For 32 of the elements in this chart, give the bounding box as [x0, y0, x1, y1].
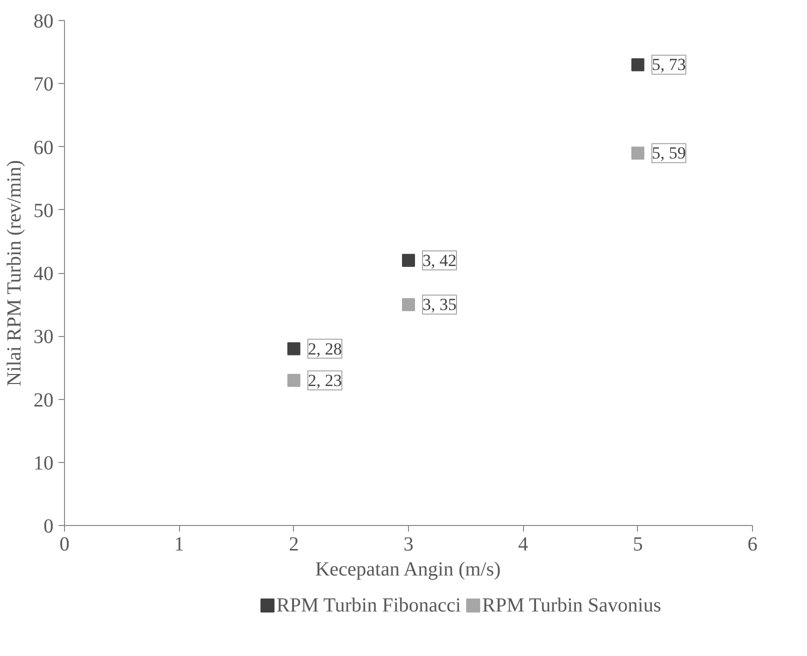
x-axis-title: Kecepatan Angin (m/s) — [315, 558, 501, 580]
data-label: 3, 42 — [422, 250, 456, 270]
point — [402, 298, 415, 312]
y-tick-label: 30 — [34, 326, 54, 348]
y-axis-title: Nilai RPM Turbin (rev/min) — [4, 160, 26, 386]
point — [631, 146, 644, 160]
y-tick-label: 80 — [34, 10, 54, 32]
x-tick-label: 4 — [518, 534, 528, 556]
data-label: 5, 59 — [652, 144, 686, 163]
x-tick-label: 0 — [60, 534, 70, 556]
legend-label: RPM Turbin Fibonacci — [276, 594, 462, 616]
x-tick-label: 3 — [404, 534, 414, 556]
data-label: 2, 28 — [308, 339, 342, 358]
point — [287, 374, 300, 387]
legend-label: RPM Turbin Savonius — [482, 594, 662, 616]
data-label: 3, 35 — [422, 295, 456, 314]
x-tick-label: 6 — [748, 534, 758, 556]
y-tick-label: 60 — [34, 136, 54, 159]
point — [402, 254, 415, 267]
y-tick-label: 20 — [34, 389, 54, 412]
x-tick-label: 2 — [288, 534, 299, 556]
y-tick-label: 50 — [34, 200, 54, 222]
point — [631, 58, 644, 72]
y-tick-label: 0 — [44, 516, 54, 538]
data-label: 5, 73 — [652, 55, 686, 74]
point — [287, 342, 300, 356]
y-tick-label: 40 — [34, 263, 54, 285]
x-tick-label: 5 — [632, 534, 643, 556]
y-tick-label: 10 — [34, 452, 54, 474]
data-label: 2, 23 — [308, 370, 342, 390]
y-tick-label: 70 — [34, 74, 54, 96]
x-tick-label: 1 — [174, 534, 184, 556]
